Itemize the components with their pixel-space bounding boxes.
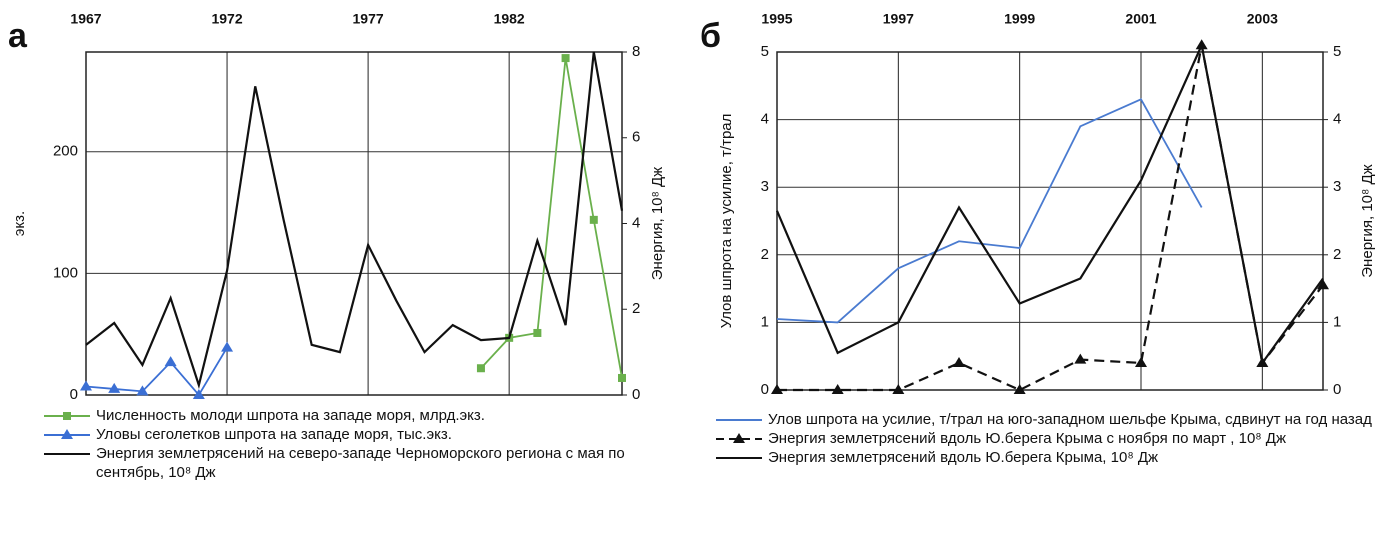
y-axis-label: Улов шпрота на усилие, т/трал [718, 114, 735, 329]
marker [192, 389, 205, 399]
marker [108, 382, 121, 393]
legend-label: Улов шпрота на усилие, т/трал на юго-зап… [768, 411, 1372, 428]
legend-swatch [716, 419, 762, 421]
series-line [85, 347, 228, 397]
marker [533, 328, 542, 337]
series-line [777, 45, 1324, 392]
legend-label: Энергия землетрясений вдоль Ю.берега Кры… [768, 449, 1159, 466]
y-tick-label: 4 [761, 111, 769, 128]
y2-tick-label: 8 [632, 43, 640, 60]
marker [80, 380, 92, 391]
panel-letter: б [700, 17, 721, 55]
marker [1074, 353, 1087, 364]
x-tick-label: 1997 [883, 11, 914, 27]
plot-frame [776, 51, 1324, 391]
legend-swatch [44, 412, 90, 420]
y-tick-label: 2 [761, 246, 769, 263]
x-tick-label: 1972 [211, 11, 242, 27]
y2-tick-label: 3 [1333, 178, 1341, 195]
x-tick-label: 1977 [353, 11, 384, 27]
marker [561, 54, 570, 63]
y-tick-label: 200 [53, 143, 78, 160]
legend-item: Энергия землетрясений вдоль Ю.берега Кры… [712, 429, 1372, 448]
marker [589, 215, 598, 224]
x-tick-label: 1999 [1004, 11, 1035, 27]
legend: Улов шпрота на усилие, т/трал на юго-зап… [712, 410, 1372, 467]
y2-tick-label: 2 [1333, 246, 1341, 263]
y2-tick-label: 0 [1333, 381, 1341, 398]
y2-tick-label: 1 [1333, 313, 1341, 330]
y2-axis-label: Энергия, 10⁸ Дж [1359, 164, 1376, 277]
y2-tick-label: 5 [1333, 43, 1341, 60]
legend-swatch [716, 457, 762, 459]
series-line [480, 57, 623, 379]
y2-tick-label: 4 [632, 214, 640, 231]
marker [136, 385, 149, 396]
marker [892, 384, 905, 394]
marker [1013, 384, 1026, 394]
legend-item: Улов шпрота на усилие, т/трал на юго-зап… [712, 410, 1372, 429]
y2-tick-label: 6 [632, 129, 640, 146]
legend-swatch [44, 429, 90, 439]
marker [476, 364, 485, 373]
marker [953, 356, 965, 367]
series-line [775, 41, 1324, 366]
y-tick-label: 0 [70, 386, 78, 403]
legend-item: Энергия землетрясений вдоль Ю.берега Кры… [712, 448, 1372, 467]
y2-tick-label: 0 [632, 386, 640, 403]
legend-swatch [44, 453, 90, 455]
marker [831, 384, 844, 394]
x-tick-label: 1995 [761, 11, 792, 27]
x-tick-label: 2003 [1247, 11, 1278, 27]
marker [1317, 279, 1329, 290]
y2-axis-label: Энергия, 10⁸ Дж [649, 167, 666, 280]
y-tick-label: 3 [761, 178, 769, 195]
y2-tick-label: 2 [632, 300, 640, 317]
series-line [85, 51, 624, 390]
legend: Численность молоди шпрота на западе моря… [40, 406, 660, 482]
legend-marker [63, 412, 71, 420]
legend-marker [733, 433, 745, 443]
y-tick-label: 5 [761, 43, 769, 60]
y-tick-label: 0 [761, 381, 769, 398]
legend-marker [61, 429, 73, 439]
marker [1135, 356, 1147, 367]
legend-label: Энергия землетрясений на северо-западе Ч… [96, 445, 625, 481]
x-tick-label: 1967 [70, 11, 101, 27]
marker [164, 356, 177, 367]
legend-swatch [716, 433, 762, 443]
legend-item: Численность молоди шпрота на западе моря… [40, 406, 660, 425]
y-tick-label: 100 [53, 264, 78, 281]
y-axis-label: экз. [11, 211, 28, 236]
marker [221, 341, 234, 352]
y2-tick-label: 4 [1333, 111, 1341, 128]
x-tick-label: 1982 [494, 11, 525, 27]
y-tick-label: 1 [761, 313, 769, 330]
marker [771, 384, 783, 394]
legend-item: Уловы сеголетков шпрота на западе моря, … [40, 425, 660, 444]
x-tick-label: 2001 [1125, 11, 1156, 27]
legend-label: Численность молоди шпрота на западе моря… [96, 407, 485, 424]
legend-item: Энергия землетрясений на северо-западе Ч… [40, 444, 660, 482]
panel-letter: а [8, 17, 28, 55]
legend-label: Уловы сеголетков шпрота на западе моря, … [96, 426, 452, 443]
plot-frame [85, 51, 623, 396]
marker [618, 373, 626, 382]
series-line [776, 98, 1203, 324]
legend-label: Энергия землетрясений вдоль Ю.берега Кры… [768, 430, 1286, 447]
